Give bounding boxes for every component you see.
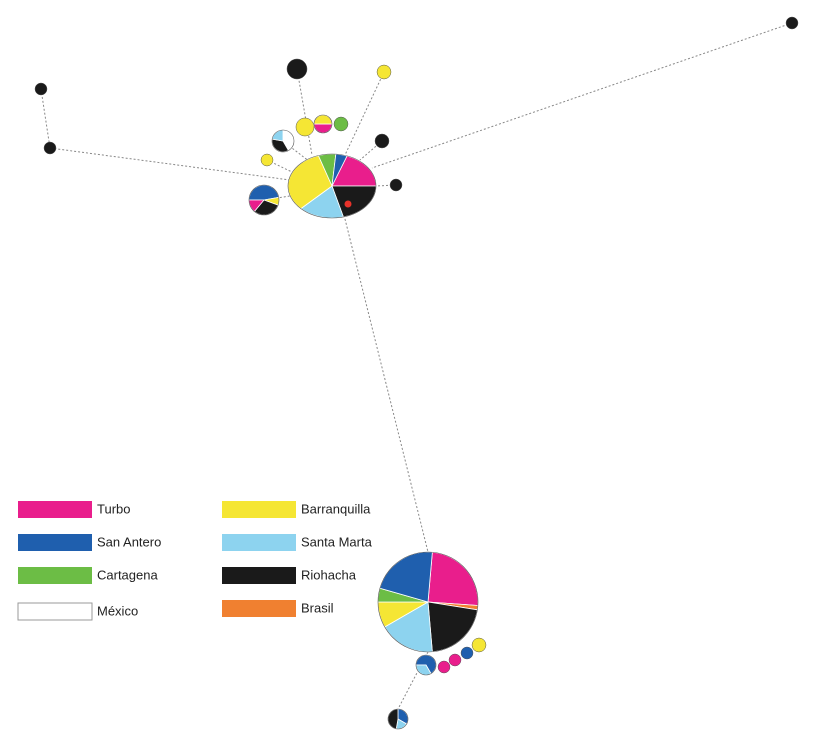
node-fill [34,82,48,96]
node-outline [313,114,333,134]
node-fill [448,653,462,667]
legend-swatch [18,501,92,518]
haplotype-node [389,178,403,192]
node-slice [313,114,333,125]
legend-label: Barranquilla [301,501,371,516]
haplotype-node [785,16,799,30]
haplotype-node [460,646,474,660]
legend-swatch [17,602,93,621]
node-slice [387,708,399,730]
node-fill [260,153,274,167]
haplotype-node [333,116,349,132]
edge [397,651,429,710]
node-outline [415,654,437,676]
haplotype-node [437,660,451,674]
haplotype-node [43,141,57,155]
node-fill [389,178,403,192]
node-outline [377,551,479,653]
legend-label: Cartagena [97,567,158,582]
node-fill [286,58,308,80]
node-outline [248,184,280,216]
node-fill [295,117,315,137]
haplotype-node [248,184,280,216]
node-fill [333,116,349,132]
edge [343,214,429,553]
node-outline [287,153,377,219]
node-fill [374,133,390,149]
nodes [34,16,799,730]
node-fill [376,64,392,80]
node-fill [437,660,451,674]
haplotype-node [295,117,315,137]
edge [371,22,793,169]
legend-swatch [222,501,296,518]
edge [344,71,385,156]
haplotype-node [34,82,48,96]
node-slice [427,601,478,653]
legend-label: Riohacha [301,567,357,582]
node-outline [271,129,295,153]
haplotype-node [260,153,274,167]
edge [40,88,291,181]
legend-label: Santa Marta [301,534,373,549]
node-slice [248,184,280,201]
edges [40,22,793,710]
node-fill [785,16,799,30]
haplotype-node [387,708,409,730]
legend: Turbo San Antero Cartagena México Barranquil… [17,501,373,621]
haplotype-node [374,133,390,149]
node-slice [427,551,479,606]
haplotype-node [376,64,392,80]
haplotype-node [415,654,437,676]
haplotype-node [286,58,308,80]
haplotype-node [313,114,333,134]
legend-label: Turbo [97,501,130,516]
edge [375,184,397,187]
node-fill [43,141,57,155]
legend-label: Brasil [301,600,334,615]
node-outline [387,708,409,730]
node-fill [471,637,487,653]
node-slice [313,123,333,134]
legend-label: San Antero [97,534,161,549]
legend-swatch [222,567,296,584]
haplotype-node [377,551,479,653]
legend-swatch [18,567,92,584]
edge [296,68,313,156]
haplotype-node [287,153,377,219]
haplotype-node [448,653,462,667]
marker-dot [344,200,352,208]
node-fill [460,646,474,660]
legend-swatch [222,600,296,617]
haplotype-node [271,129,295,153]
haplotype-node [471,637,487,653]
legend-label: México [97,603,138,618]
legend-swatch [18,534,92,551]
legend-swatch [222,534,296,551]
